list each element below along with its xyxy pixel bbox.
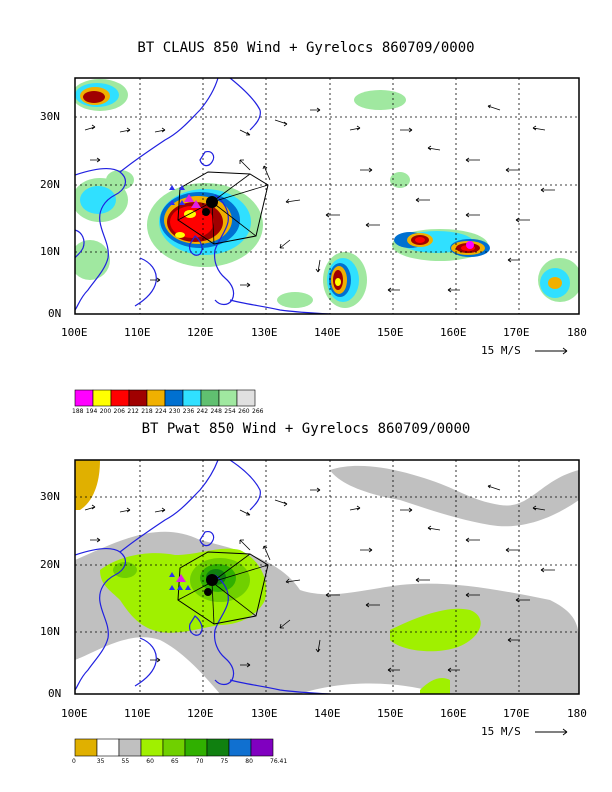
bottom-colorbar-label-0: 0 <box>72 758 76 765</box>
bottom-lon-170e: 170E <box>503 707 530 720</box>
top-wind-vectors <box>84 104 555 293</box>
bottom-colorbar-label-5: 70 <box>195 758 204 765</box>
bottom-colorbar-swatch-5 <box>184 738 208 757</box>
bottom-colorbar-swatch-8 <box>250 738 274 757</box>
bottom-colorbar-label-7: 80 <box>245 758 253 765</box>
bottom-map <box>74 459 580 695</box>
top-grid <box>75 78 579 314</box>
bottom-colorbar-label-1: 35 <box>96 758 105 765</box>
bottom-lon-150e: 150E <box>377 707 404 720</box>
top-colorbar-label-1: 194 <box>85 408 98 415</box>
top-lon-120e: 120E <box>187 326 214 339</box>
bottom-map-title: BT Pwat 850 Wind + Gyrelocs 860709/0000 <box>141 421 471 437</box>
top-colorbar-swatch-1 <box>92 389 112 407</box>
bottom-colorbar-label-4: 65 <box>171 758 179 765</box>
top-cloud-shading <box>75 79 579 308</box>
bottom-lon-140e: 140E <box>314 707 341 720</box>
top-lat-0n: 0N <box>48 307 62 320</box>
top-colorbar-label-6: 224 <box>155 408 167 415</box>
bottom-colorbar-swatch-2 <box>118 738 142 757</box>
top-colorbar-swatch-0 <box>74 389 94 407</box>
bottom-colorbar-swatch-7 <box>228 738 252 757</box>
bottom-colorbar-swatch-1 <box>96 738 120 757</box>
bottom-lat-0n: 0N <box>48 687 62 700</box>
top-lat-30n: 30N <box>40 110 60 123</box>
bottom-lon-130e: 130E <box>251 707 278 720</box>
top-colorbar-label-5: 218 <box>141 408 153 415</box>
top-gyre <box>169 171 269 245</box>
bottom-colorbar-swatch-0 <box>74 738 98 757</box>
bottom-colorbar-swatch-6 <box>206 738 230 757</box>
top-colorbar-label-7: 230 <box>168 408 181 415</box>
top-colorbar-label-11: 254 <box>224 408 236 415</box>
top-colorbar-label-0: 188 <box>72 408 84 415</box>
top-map-title: BT CLAUS 850 Wind + Gyrelocs 860709/0000 <box>137 40 475 56</box>
top-colorbar-swatch-5 <box>164 389 184 407</box>
bottom-vector-scale-label: 15 M/S <box>481 725 521 738</box>
vector-reference-arrows <box>535 347 568 736</box>
top-colorbar-label-12: 260 <box>238 408 250 415</box>
bottom-colorbar-swatch-4 <box>162 738 186 757</box>
bottom-lat-10n: 10N <box>40 625 60 638</box>
top-coastlines <box>75 78 331 314</box>
bottom-lon-120e: 120E <box>187 707 214 720</box>
top-lon-150e: 150E <box>377 326 404 339</box>
top-colorbar-swatch-7 <box>200 389 220 407</box>
bottom-colorbar-label-6: 75 <box>220 758 229 765</box>
top-colorbar-swatch-2 <box>110 389 130 407</box>
top-lon-100e: 100E <box>61 326 88 339</box>
top-lat-20n: 20N <box>40 178 60 191</box>
bottom-lon-160e: 160E <box>440 707 467 720</box>
top-colorbar-swatch-3 <box>128 389 148 407</box>
top-lon-110e: 110E <box>124 326 151 339</box>
top-vector-scale-label: 15 M/S <box>481 344 521 357</box>
top-colorbar-label-4: 212 <box>127 408 139 415</box>
top-colorbar-swatch-4 <box>146 389 166 407</box>
top-colorbar-swatch-6 <box>182 389 202 407</box>
bottom-colorbar-swatch-3 <box>140 738 164 757</box>
top-map <box>74 77 580 315</box>
top-colorbar-label-3: 206 <box>113 408 125 415</box>
top-colorbar-label-2: 200 <box>99 408 112 415</box>
top-colorbar-label-8: 236 <box>182 408 195 415</box>
top-colorbar-swatch-8 <box>218 389 238 407</box>
bottom-lat-30n: 30N <box>40 490 60 503</box>
top-map-frame <box>74 77 580 315</box>
top-colorbar-swatch-9 <box>236 389 256 407</box>
top-lon-130e: 130E <box>251 326 278 339</box>
bottom-colorbar-label-3: 60 <box>146 758 154 765</box>
bottom-colorbar-label-2: 55 <box>121 758 130 765</box>
top-lat-10n: 10N <box>40 245 60 258</box>
bottom-lon-180: 180 <box>567 707 587 720</box>
gyre-center-marker <box>206 196 218 208</box>
top-lon-180: 180 <box>567 326 587 339</box>
top-colorbar <box>74 389 256 407</box>
top-colorbar-label-10: 248 <box>210 408 222 415</box>
bottom-wind-vectors <box>84 484 555 673</box>
bottom-lon-100e: 100E <box>61 707 88 720</box>
bottom-map-frame <box>74 459 580 695</box>
bottom-gyre <box>169 551 269 625</box>
top-colorbar-label-13: 266 <box>252 408 264 415</box>
bottom-colorbar-label-8: 76.41 <box>270 758 288 765</box>
top-colorbar-label-9: 242 <box>196 408 209 415</box>
top-lon-140e: 140E <box>314 326 341 339</box>
bottom-lat-20n: 20N <box>40 558 60 571</box>
bottom-lon-110e: 110E <box>124 707 151 720</box>
top-lon-160e: 160E <box>440 326 467 339</box>
bottom-grid <box>75 460 579 694</box>
top-lon-170e: 170E <box>503 326 530 339</box>
bottom-colorbar <box>74 738 274 757</box>
bottom-coastlines <box>75 460 331 694</box>
